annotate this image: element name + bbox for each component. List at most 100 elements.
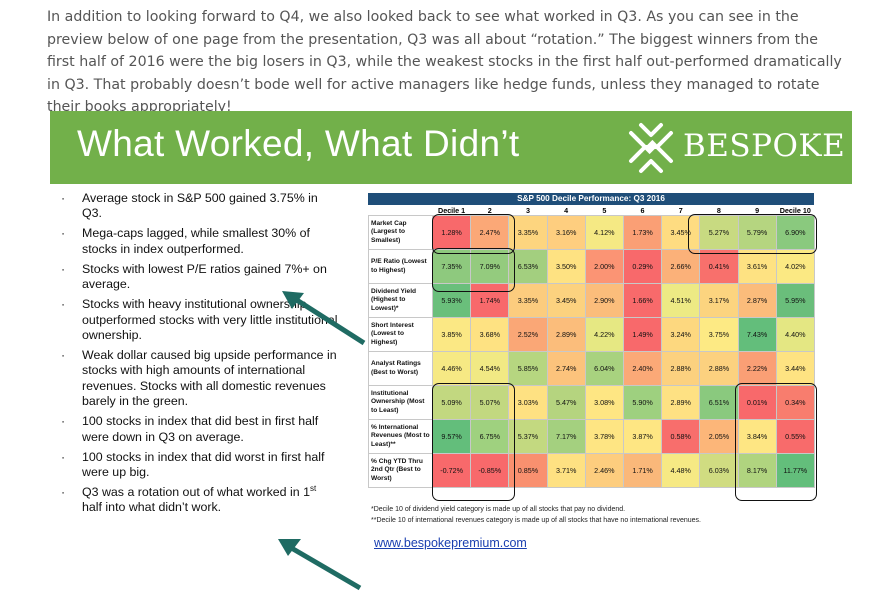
bullet-text-end: half into what didn’t work. (82, 500, 222, 515)
bullet-text: Weak dollar caused big upside performanc… (82, 348, 337, 409)
bullet-dot: · (61, 485, 66, 500)
table-cell: 1.66% (622, 283, 663, 318)
table-row: % Chg YTD Thru 2nd Qtr (Best to Worst) -0… (368, 453, 815, 488)
note-dividend: *Decile 10 of dividend yield category is… (371, 506, 626, 513)
table-cell: -0.85% (470, 453, 510, 488)
row-label: % Chg YTD Thru 2nd Qtr (Best to Worst) (368, 453, 433, 488)
table-cell: 6.51% (699, 385, 739, 420)
bullet-text: 100 stocks in index that did best in fir… (82, 414, 319, 444)
table-cell: 6.04% (584, 351, 624, 386)
table-cell: 2.90% (584, 283, 624, 318)
highlight-pe-ratio (432, 248, 515, 292)
highlight-high-deciles (735, 383, 817, 501)
table-cell: 3.45% (546, 283, 586, 318)
bullet-dot: · (61, 348, 66, 363)
row-label: % International Revenues (Most to Least)… (368, 419, 433, 454)
table-cell: 5.07% (470, 385, 510, 420)
bullet-text: Q3 was a rotation out of what worked in … (82, 485, 310, 500)
bullet-dot: · (61, 226, 66, 241)
bullet-dot: · (61, 414, 66, 429)
highlight-low-deciles (432, 383, 515, 501)
row-label: Institutional Ownership (Most to Least) (368, 385, 433, 420)
logo-wordmark: BESPOKE (683, 128, 846, 164)
table-cell: 3.44% (775, 351, 815, 386)
table-row: % International Revenues (Most to Least)… (368, 419, 815, 454)
bespoke-logo: BESPOKE (625, 120, 850, 176)
table-cell: 2.00% (584, 249, 624, 284)
table-row: P/E Ratio (Lowest to Highest) 7.35% 7.09% 6… (368, 249, 815, 284)
bullet-item: · 100 stocks in index that did worst in f… (58, 450, 338, 481)
bullet-item: · Stocks with heavy institutional ownersh… (58, 297, 338, 343)
table-cell: 5.95% (775, 283, 815, 318)
table-cell: 5.90% (622, 385, 663, 420)
table-cell: 2.74% (546, 351, 586, 386)
table-cell: 2.52% (508, 317, 548, 352)
table-cell: 3.71% (546, 453, 586, 488)
row-label: Short Interest (Lowest to Highest) (368, 317, 433, 352)
table-cell: 2.22% (737, 351, 777, 386)
header-corner (369, 205, 433, 216)
table-cell: 7.09% (470, 249, 510, 284)
table-cell: 3.75% (699, 317, 739, 352)
table-cell: 3.61% (737, 249, 777, 284)
column-header: 4 (564, 205, 569, 215)
bullet-dot: · (61, 449, 66, 464)
table-cell: 3.24% (661, 317, 701, 352)
table-cell: 11.77% (775, 453, 815, 488)
table-cell: 4.12% (584, 215, 624, 250)
table-cell: 3.68% (470, 317, 510, 352)
bullet-item: · 100 stocks in index that did best in fi… (58, 414, 338, 445)
bespoke-logo-icon (629, 123, 673, 173)
bullet-superscript: st (309, 483, 317, 493)
bullet-text: Average stock in S&P 500 gained 3.75% in… (82, 191, 318, 221)
table-row: Analyst Ratings (Best to Worst) 4.46% 4.54… (368, 351, 815, 386)
table-cell: 0.34% (775, 385, 815, 420)
table-cell: 5.93% (431, 283, 472, 318)
table-cell: 5.47% (546, 385, 586, 420)
table-cell: 0.58% (661, 419, 701, 454)
bullet-text: Stocks with lowest P/E ratios gained 7%+… (82, 261, 327, 292)
table-cell: 3.17% (699, 283, 739, 318)
bullet-dot: · (61, 261, 66, 276)
slide-banner: What Worked, What Didn’t BESPOKE (50, 111, 852, 184)
highlight-market-cap-small (432, 214, 515, 254)
column-header: 7 (678, 205, 683, 215)
table-cell: 3.16% (546, 215, 586, 250)
table-cell: 2.05% (699, 419, 739, 454)
table-cell: 2.40% (622, 351, 663, 386)
table-cell: 4.02% (775, 249, 815, 284)
table-row: Dividend Yield (Highest to Lowest)* 5.93%… (368, 283, 815, 318)
decile-table: S&P 500 Decile Performance: Q3 2016 Deci… (368, 193, 815, 488)
table-cell: 2.89% (661, 385, 701, 420)
table-cell: 8.17% (737, 453, 777, 488)
row-label: Dividend Yield (Highest to Lowest)* (368, 283, 433, 318)
table-cell: 0.29% (622, 249, 663, 284)
table-cell: 3.87% (622, 419, 663, 454)
table-row: Institutional Ownership (Most to Least) 5… (368, 385, 815, 420)
table-cell: 1.49% (622, 317, 663, 352)
column-header: Decile 10 (779, 205, 811, 215)
table-cell: 3.08% (584, 385, 624, 420)
table-cell: 4.22% (584, 317, 624, 352)
table-cell: 7.43% (737, 317, 777, 352)
column-header: 8 (716, 205, 721, 215)
table-cell: 7.17% (546, 419, 586, 454)
table-cell: 0.01% (737, 385, 777, 420)
bullet-text: 100 stocks in index that did worst in fi… (82, 449, 325, 480)
table-cell: 2.88% (699, 351, 739, 386)
table-cell: 1.74% (470, 283, 510, 318)
bullet-list: · Average stock in S&P 500 gained 3.75% i… (58, 191, 338, 520)
table-cell: 4.48% (661, 453, 701, 488)
intro-paragraph: In addition to looking forward to Q4, we… (47, 9, 842, 115)
table-notes: *Decile 10 of dividend yield category is… (371, 504, 701, 526)
bespoke-link[interactable]: www.bespokepremium.com (374, 536, 527, 550)
table-title: S&P 500 Decile Performance: Q3 2016 (368, 193, 814, 205)
slide-title: What Worked, What Didn’t (77, 123, 520, 164)
arrow-pe-icon (282, 291, 366, 346)
column-header: 2 (487, 205, 492, 215)
table-cell: -0.72% (431, 453, 472, 488)
table-cell: 2.89% (546, 317, 586, 352)
table-cell: 6.90% (775, 215, 815, 250)
bullet-dot: · (61, 191, 66, 205)
table-cell: 2.87% (737, 283, 777, 318)
